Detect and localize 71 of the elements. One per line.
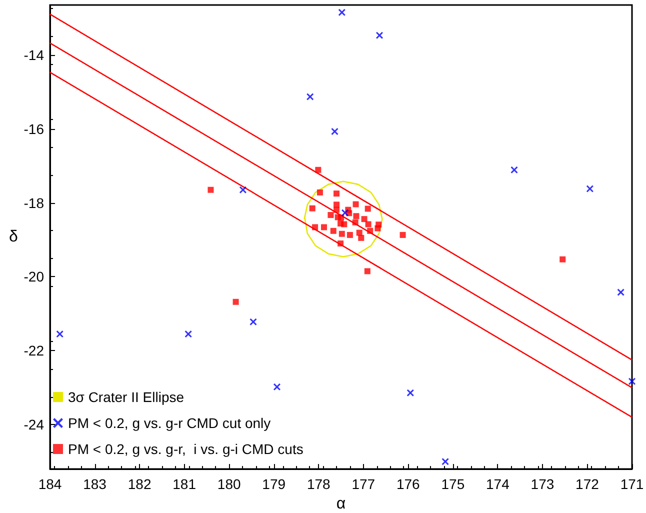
legend-label: PM < 0.2, g vs. g-r, i vs. g-i CMD cuts [68, 441, 304, 457]
point [353, 213, 360, 220]
x-tick-label: 178 [306, 476, 331, 492]
x-tick-label: 184 [38, 476, 62, 492]
x-tick-label: 183 [83, 476, 107, 492]
point [273, 383, 280, 390]
point [312, 224, 318, 230]
point [342, 209, 349, 216]
point [352, 219, 358, 226]
x-tick-label: 177 [352, 476, 376, 492]
legend-label: 3σ Crater II Ellipse [68, 389, 184, 405]
point [306, 93, 314, 100]
x-tick-label: 179 [262, 476, 286, 492]
y-tick-label: -20 [24, 268, 44, 285]
point [330, 228, 336, 234]
point [586, 185, 594, 192]
point [364, 268, 370, 274]
x-tick-label: 174 [486, 476, 510, 492]
point [338, 214, 344, 221]
point [338, 240, 344, 246]
point [331, 128, 338, 135]
x-tick-label: 175 [441, 476, 465, 492]
x-tick-label: 171 [620, 476, 644, 492]
point [334, 190, 340, 197]
point [334, 206, 340, 213]
point [320, 224, 327, 230]
point [376, 32, 383, 39]
point [338, 230, 345, 237]
x-tick-label: 180 [217, 476, 241, 492]
point [364, 206, 371, 212]
y-tick-label: -18 [24, 194, 44, 211]
y-tick-label: -16 [24, 120, 44, 137]
line-series [304, 180, 383, 258]
point [510, 166, 518, 174]
point [628, 378, 636, 385]
point [365, 221, 372, 228]
point [367, 228, 374, 234]
legend-label: PM < 0.2, g vs. g-r CMD cut only [68, 415, 271, 431]
point [617, 288, 624, 296]
point [239, 186, 246, 194]
point [208, 186, 214, 193]
point [232, 298, 239, 305]
point [338, 8, 346, 16]
point [338, 220, 344, 227]
point [442, 458, 449, 466]
point [309, 205, 316, 212]
point [560, 256, 566, 262]
y-tick-label: -14 [24, 46, 44, 63]
x-tick-label: 172 [576, 476, 600, 492]
point [316, 189, 323, 196]
x-tick-label: 181 [172, 476, 196, 492]
x-tick-label: 173 [530, 476, 554, 492]
y-tick-label: -22 [24, 342, 44, 359]
y-tick-label: -24 [24, 416, 44, 433]
point [328, 212, 334, 218]
x-tick-label: 182 [128, 476, 152, 492]
y-axis-title: δ [8, 228, 18, 246]
x-axis-title: α [336, 495, 346, 512]
point [374, 225, 381, 232]
point [334, 202, 340, 208]
point [400, 232, 406, 238]
point [315, 166, 322, 173]
x-tick-label: 176 [396, 476, 420, 492]
point [250, 318, 257, 326]
point [352, 201, 359, 208]
point [358, 234, 364, 241]
point [56, 330, 64, 338]
point [361, 216, 368, 222]
point [406, 389, 414, 396]
point [346, 232, 353, 238]
point [184, 330, 192, 338]
